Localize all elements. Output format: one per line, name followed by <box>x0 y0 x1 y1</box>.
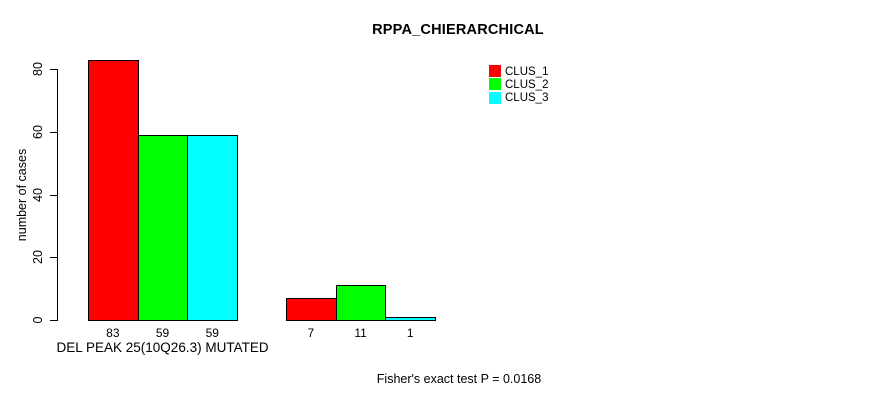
bar-clus_3-group2 <box>385 316 437 321</box>
bar-clus_2-group2 <box>335 285 387 321</box>
legend-swatch-clus_2 <box>489 78 501 91</box>
y-axis-tick <box>50 69 57 70</box>
footnote-fishers-test: Fisher's exact test P = 0.0168 <box>376 372 542 386</box>
legend-label-clus_3: CLUS_3 <box>505 92 549 105</box>
bar-value-label: 59 <box>155 326 170 340</box>
x-axis-group-label: DEL PEAK 25(10Q26.3) MUTATED <box>56 340 269 355</box>
legend-swatch-clus_3 <box>489 91 501 104</box>
y-axis-tick <box>50 257 57 259</box>
y-axis-tick-label-text: 80 <box>31 62 45 76</box>
bar-clus_1-group2 <box>286 298 337 321</box>
y-axis-line <box>57 69 58 321</box>
y-axis-tick-label-text: 40 <box>31 187 45 202</box>
y-axis-tick-label-text: 20 <box>31 250 45 265</box>
bar-clus_1-group1 <box>88 59 139 321</box>
bar-clus_2-group1 <box>137 134 189 321</box>
chart-title: RPPA_CHIERARCHICAL <box>372 22 544 38</box>
legend-label-clus_2: CLUS_2 <box>505 78 549 91</box>
y-axis-tick-label-text: 60 <box>31 124 45 139</box>
y-axis-tick <box>50 320 57 321</box>
legend-swatch-clus_1 <box>489 65 501 77</box>
y-axis-label-text: number of cases <box>15 148 29 242</box>
legend-label-clus_1: CLUS_1 <box>505 65 549 78</box>
bar-value-label: 59 <box>205 326 219 340</box>
bar-clus_3-group1 <box>187 134 239 321</box>
bar-value-label: 7 <box>307 326 315 340</box>
bar-value-label: 11 <box>354 326 367 340</box>
y-axis-tick-label-text: 0 <box>31 316 45 324</box>
y-axis-tick <box>50 131 57 133</box>
y-axis-tick <box>50 194 57 196</box>
bar-value-label: 83 <box>106 326 120 340</box>
bar-value-label: 1 <box>406 326 414 340</box>
